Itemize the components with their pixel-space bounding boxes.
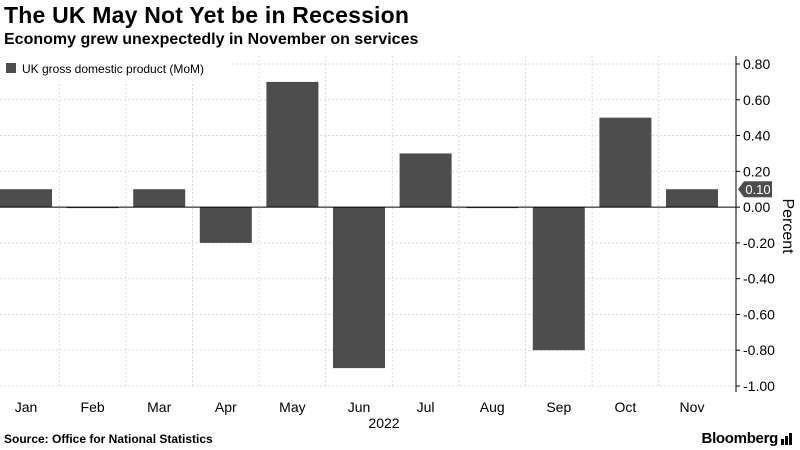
bar-jan <box>0 189 52 208</box>
y-tick-label: 0.60 <box>743 92 770 108</box>
y-tick-label: -0.20 <box>743 235 775 251</box>
x-tick-label: Jul <box>417 399 435 415</box>
legend-label: UK gross domestic product (MoM) <box>22 62 204 76</box>
y-tick-label: -0.80 <box>743 342 775 358</box>
bloomberg-logo: Bloomberg <box>701 430 779 447</box>
x-tick-label: Apr <box>215 399 237 415</box>
x-tick-label: May <box>279 399 305 415</box>
x-tick-label: Sep <box>546 399 571 415</box>
bloomberg-logo-icon <box>781 433 792 445</box>
source-note: Source: Office for National Statistics <box>4 432 213 446</box>
y-tick-label: -0.40 <box>743 271 775 287</box>
y-tick-label: 0.00 <box>743 199 770 215</box>
y-tick-label: -1.00 <box>743 378 775 394</box>
bar-jun <box>333 207 385 369</box>
bar-jul <box>399 153 452 208</box>
last-value-badge: 0.10 <box>738 181 772 198</box>
y-tick-label: 0.80 <box>743 56 770 72</box>
axes: 0.80 0.60 0.40 0.20 0.00 -0.20 -0.40 -0.60 -0.80… <box>0 56 775 415</box>
last-value-label: 0.10 <box>745 182 770 197</box>
bar-may <box>266 81 319 208</box>
x-tick-label: Oct <box>615 399 637 415</box>
last-value-badge-shape <box>738 181 772 198</box>
gridlines <box>0 56 736 387</box>
y-tick-label: 0.40 <box>743 128 770 144</box>
y-tick-label: -0.60 <box>743 306 775 322</box>
bar-apr <box>199 207 252 243</box>
y-axis-label: Percent <box>779 198 796 254</box>
x-tick-label: Jun <box>348 399 371 415</box>
x-tick-label: Mar <box>147 399 171 415</box>
x-tick-label: Jan <box>15 399 38 415</box>
x-tick-label: Nov <box>680 399 705 415</box>
chart-subtitle: Economy grew unexpectedly in November on… <box>4 31 419 48</box>
bar-oct <box>599 117 652 208</box>
bar-sep <box>532 207 585 351</box>
bars <box>0 81 718 369</box>
legend: UK gross domestic product (MoM) <box>0 55 230 81</box>
legend-background <box>0 55 230 81</box>
y-tick-label: 0.20 <box>743 163 770 179</box>
x-tick-label: Feb <box>81 399 105 415</box>
bar-mar <box>133 189 186 208</box>
chart-title: The UK May Not Yet be in Recession <box>4 2 410 28</box>
bar-nov <box>666 189 718 208</box>
x-axis-label: 2022 <box>368 415 399 431</box>
legend-swatch <box>6 63 16 73</box>
x-tick-label: Aug <box>480 399 505 415</box>
